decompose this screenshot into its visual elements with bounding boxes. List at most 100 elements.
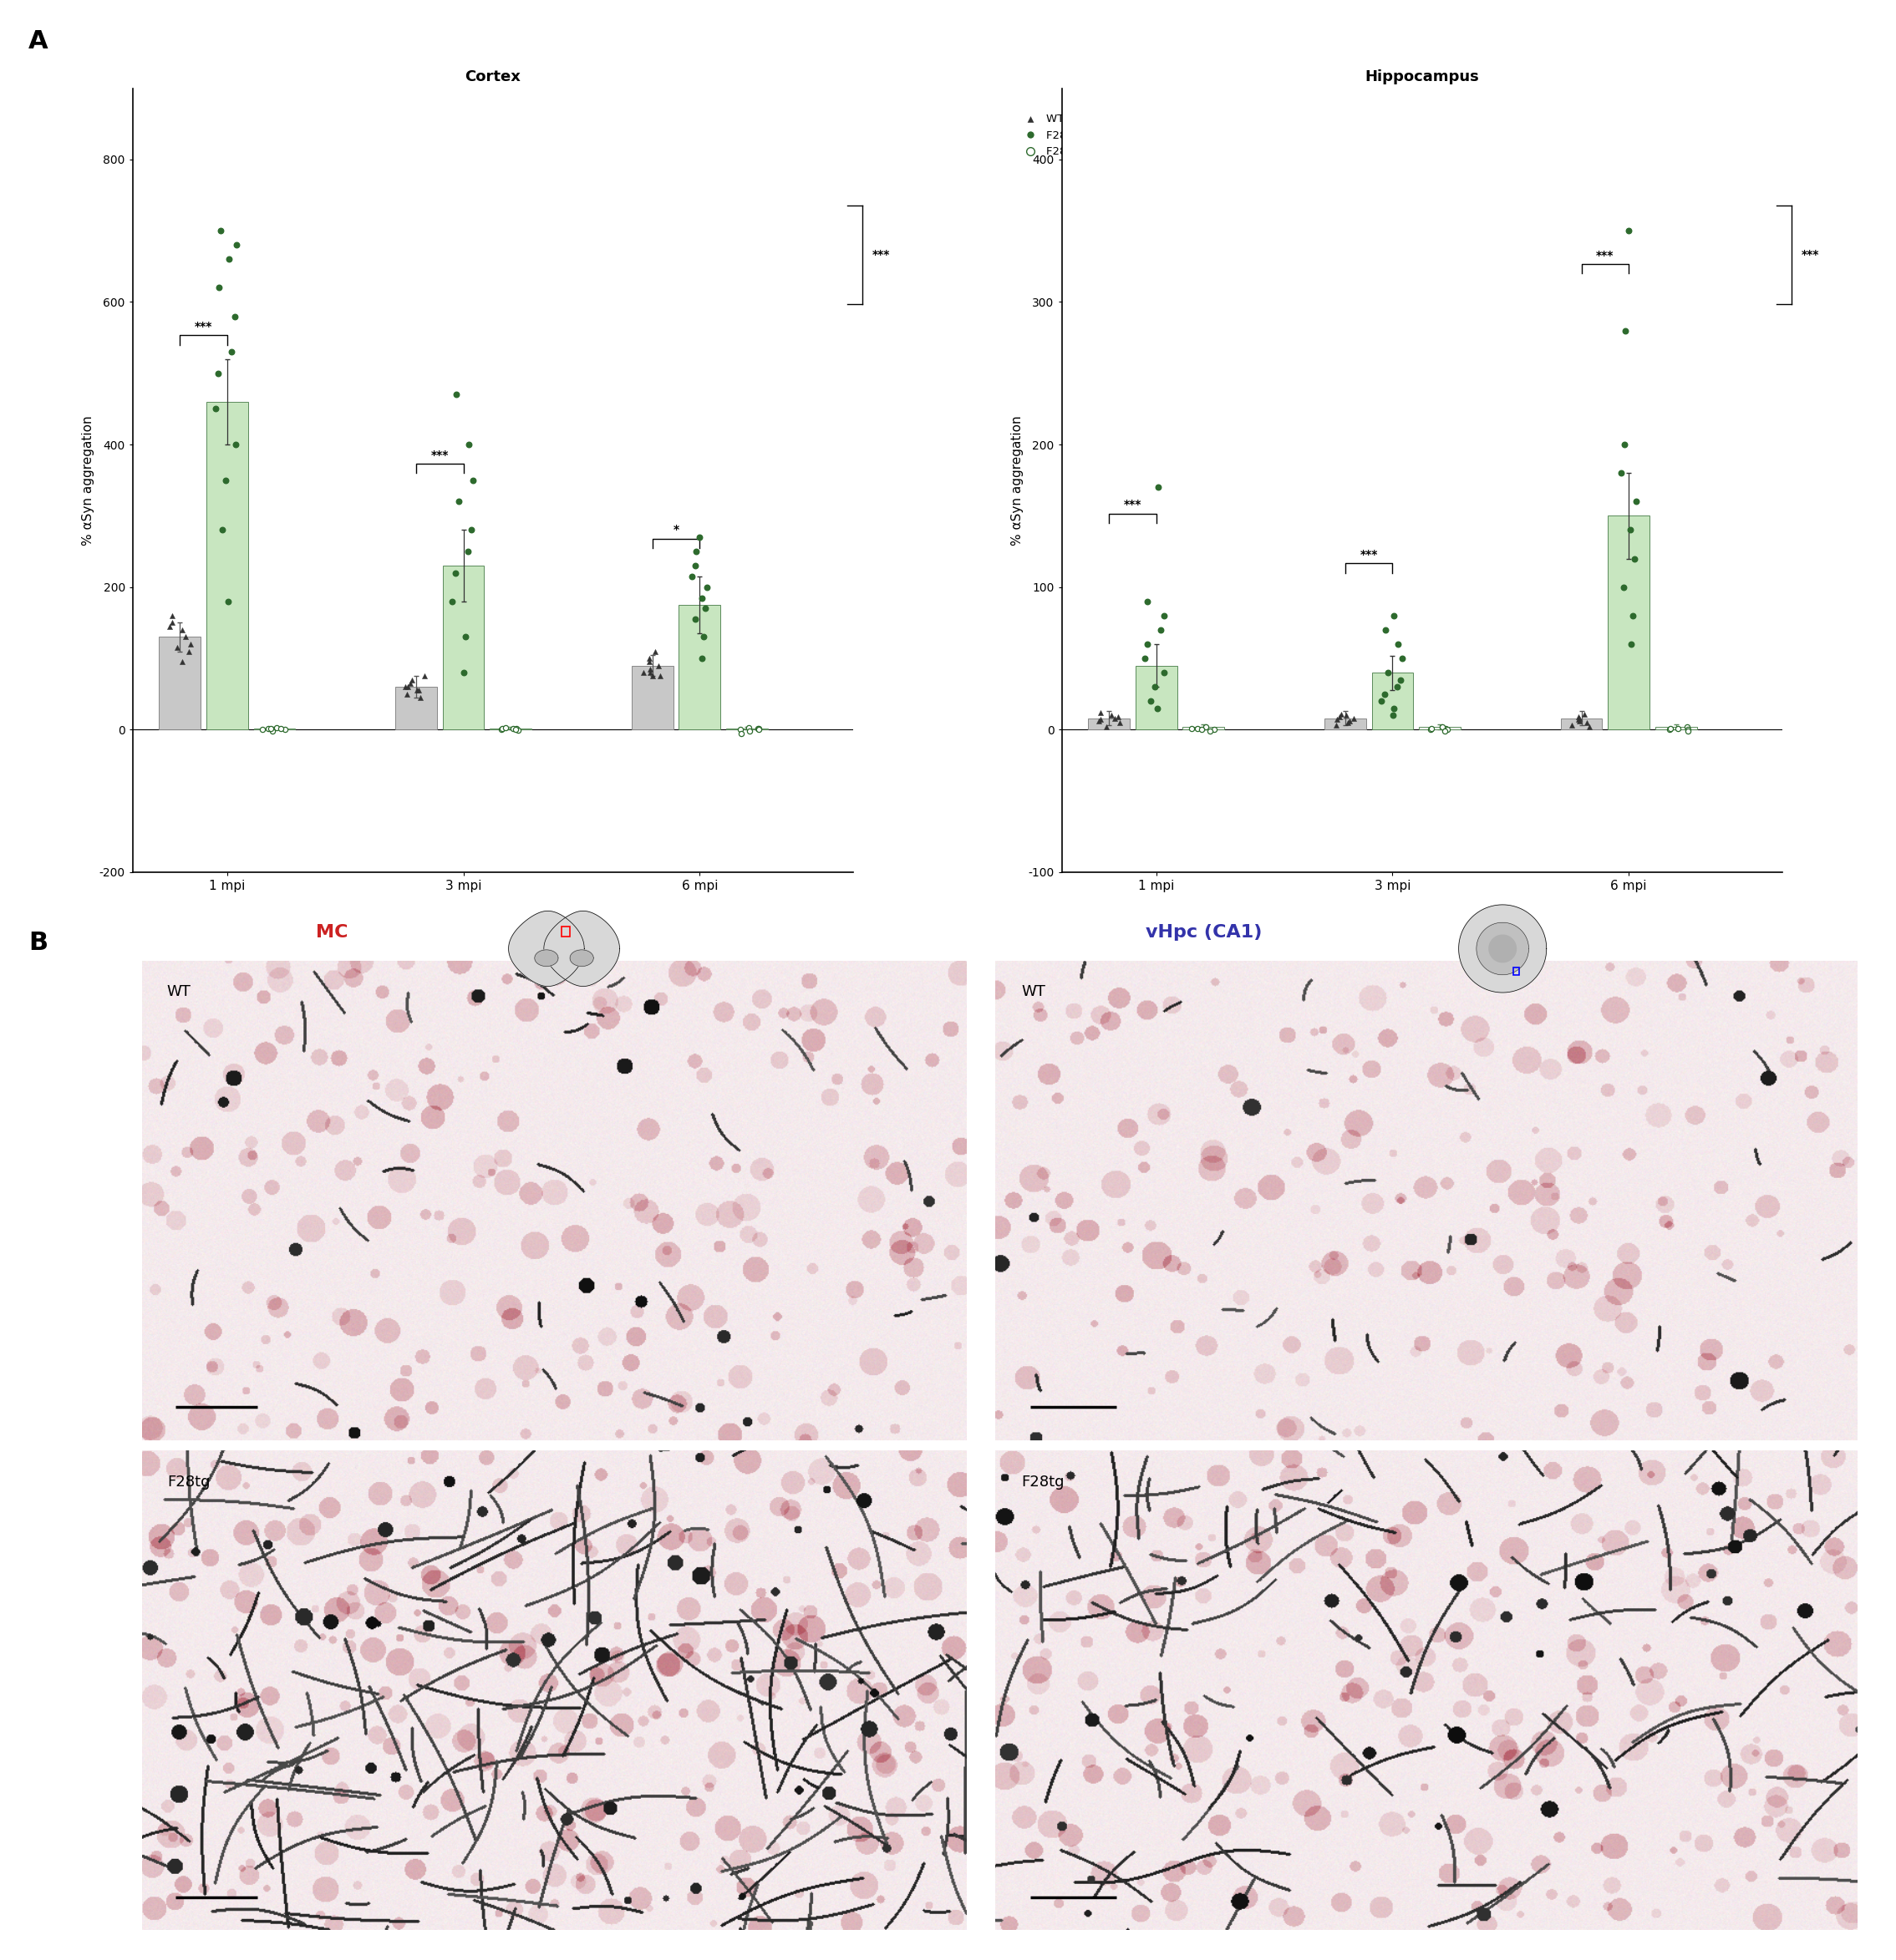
Point xyxy=(1382,629,1413,661)
Point xyxy=(1564,706,1595,737)
Point xyxy=(438,586,468,617)
Point xyxy=(449,621,480,653)
Bar xyxy=(159,637,201,729)
Point xyxy=(688,621,719,653)
Point xyxy=(1331,700,1361,731)
Point xyxy=(734,711,764,743)
Point xyxy=(1194,715,1225,747)
Point xyxy=(1564,702,1595,733)
Point xyxy=(1191,711,1221,743)
Point xyxy=(1562,704,1593,735)
Point xyxy=(1145,613,1176,645)
Point xyxy=(449,657,480,688)
Point xyxy=(1663,713,1693,745)
Text: ***: *** xyxy=(195,321,212,333)
Point xyxy=(1431,713,1462,745)
Point xyxy=(444,486,474,517)
Point xyxy=(1557,710,1587,741)
Point xyxy=(1136,686,1166,717)
Point xyxy=(1672,715,1703,747)
Point xyxy=(1339,702,1369,733)
Point xyxy=(173,635,203,666)
Polygon shape xyxy=(1458,906,1547,992)
Point xyxy=(1610,316,1640,347)
Legend: WT (PFF), F28tg (PFF), F28tg (Untreated): WT (PFF), F28tg (PFF), F28tg (Untreated) xyxy=(1014,110,1151,163)
Point xyxy=(1430,713,1460,745)
Point xyxy=(1333,708,1363,739)
Point xyxy=(157,600,188,631)
Text: WT: WT xyxy=(167,984,191,1000)
Title: Cortex: Cortex xyxy=(465,69,521,84)
Point xyxy=(1416,713,1447,745)
Point xyxy=(635,657,665,688)
Point xyxy=(1568,698,1598,729)
Point xyxy=(743,713,774,745)
Point xyxy=(499,713,529,745)
Bar xyxy=(1655,727,1697,729)
Text: *: * xyxy=(673,523,679,535)
Point xyxy=(1322,704,1352,735)
Point xyxy=(1335,706,1365,737)
Point xyxy=(457,465,487,496)
Bar xyxy=(679,606,720,729)
Point xyxy=(681,535,711,566)
Text: ***: *** xyxy=(1359,549,1378,561)
Point xyxy=(690,592,720,623)
Point xyxy=(1132,629,1162,661)
Point xyxy=(1083,706,1113,737)
Point xyxy=(457,514,487,545)
Point xyxy=(442,378,472,410)
Text: vHpc (CA1): vHpc (CA1) xyxy=(1145,923,1263,941)
Point xyxy=(396,664,427,696)
Point xyxy=(1428,711,1458,743)
Point xyxy=(1102,702,1132,733)
Point xyxy=(1086,698,1117,729)
Point xyxy=(1325,698,1356,729)
Point xyxy=(392,670,423,702)
Point xyxy=(724,713,755,745)
Point xyxy=(1090,711,1121,743)
Point xyxy=(404,674,434,706)
Point xyxy=(248,713,279,745)
Point xyxy=(1621,486,1651,517)
Point xyxy=(216,337,246,368)
Point xyxy=(1086,704,1117,735)
Point xyxy=(161,631,191,662)
Point xyxy=(645,661,675,692)
Point xyxy=(681,551,711,582)
Point xyxy=(207,514,237,545)
Point xyxy=(214,243,245,274)
Polygon shape xyxy=(1477,923,1528,974)
Point xyxy=(1373,657,1403,688)
Text: WT: WT xyxy=(1022,984,1045,1000)
Point xyxy=(1130,643,1160,674)
Point xyxy=(677,561,707,592)
Point xyxy=(1139,670,1170,702)
Text: ***: *** xyxy=(872,249,889,261)
Point xyxy=(171,621,201,653)
Bar xyxy=(1371,672,1413,729)
Bar xyxy=(1608,515,1650,729)
Point xyxy=(637,661,667,692)
Point xyxy=(643,651,673,682)
Point xyxy=(633,643,664,674)
Point xyxy=(1369,678,1399,710)
Point xyxy=(1430,715,1460,747)
Text: MC: MC xyxy=(317,923,347,941)
Point xyxy=(220,429,250,461)
Point xyxy=(394,668,425,700)
Point xyxy=(1105,708,1136,739)
Point xyxy=(392,678,423,710)
Point xyxy=(440,557,470,588)
Point xyxy=(1149,657,1179,688)
Bar xyxy=(561,927,571,937)
Point xyxy=(1149,600,1179,631)
Point xyxy=(743,713,774,745)
Bar xyxy=(207,402,248,729)
Polygon shape xyxy=(535,951,557,966)
Point xyxy=(176,629,207,661)
Point xyxy=(639,635,669,666)
Point xyxy=(1613,216,1644,247)
Point xyxy=(1619,543,1650,574)
Point xyxy=(635,653,665,684)
